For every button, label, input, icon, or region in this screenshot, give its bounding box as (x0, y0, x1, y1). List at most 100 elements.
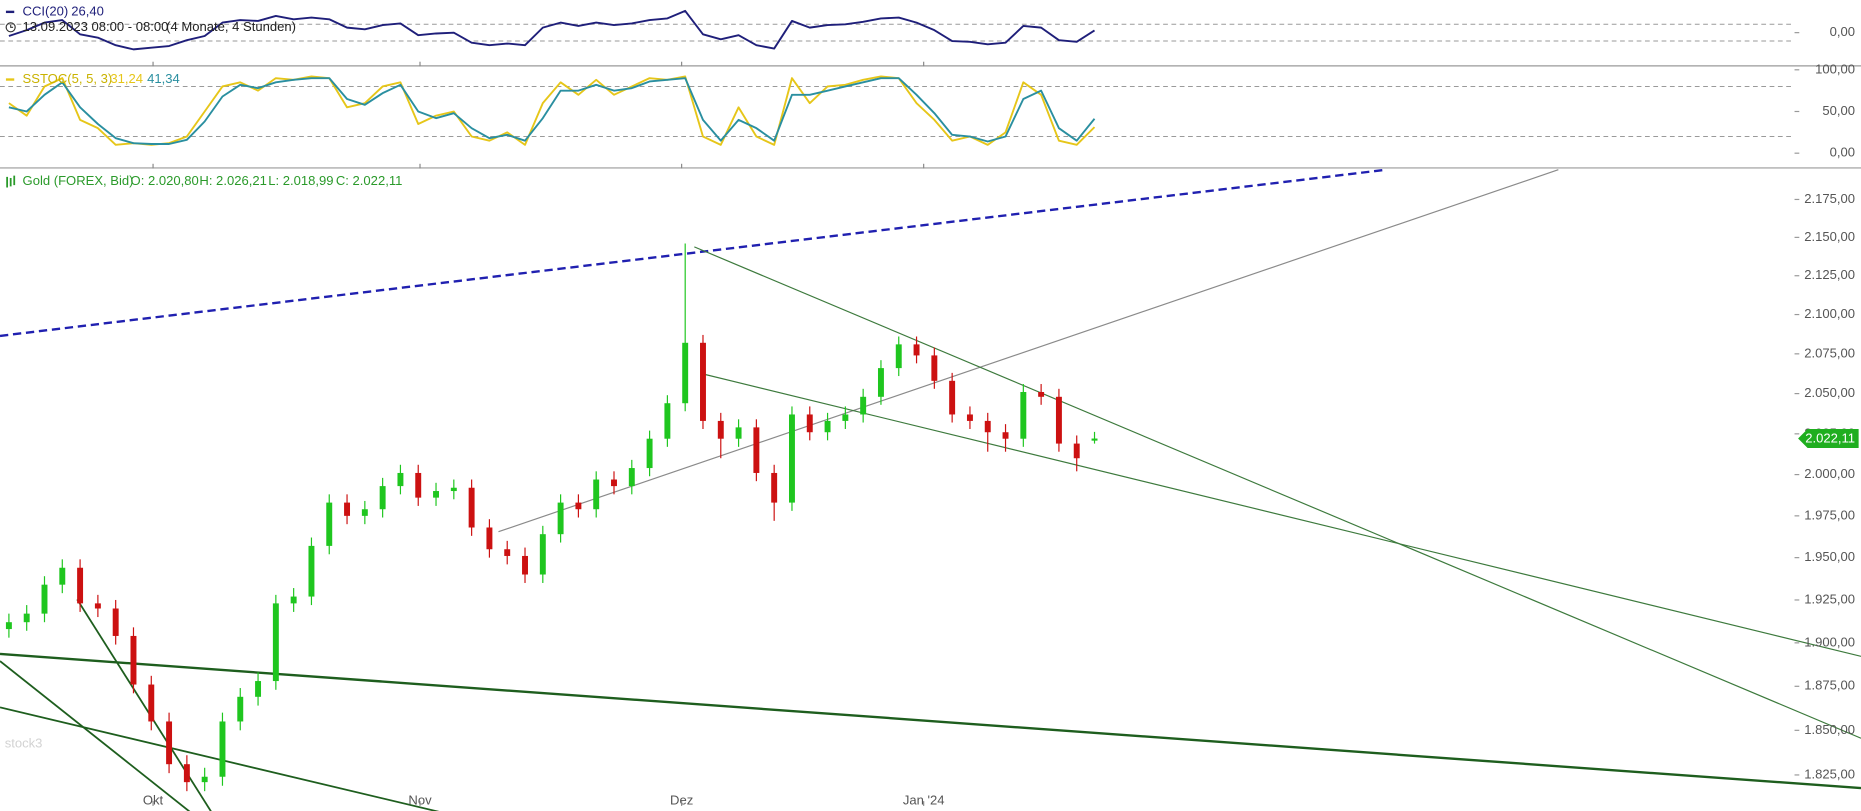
trend-line (0, 652, 1861, 790)
legend-label: SSTOC(5, 5, 3) (23, 71, 113, 86)
legend-value: 31,24 (110, 71, 143, 86)
y-tick-label: 1.975,00 (1804, 507, 1855, 522)
candle-body (877, 368, 884, 397)
price-tag (1798, 429, 1859, 449)
trend-line (0, 168, 1387, 338)
candle-body (183, 764, 190, 783)
candle-body (575, 502, 582, 510)
candle-body (1020, 392, 1027, 439)
y-tick-label: 2.175,00 (1804, 191, 1855, 206)
x-tick-label: Nov (408, 793, 432, 808)
y-tick-label: 1.875,00 (1804, 678, 1855, 693)
candle-body (1002, 432, 1009, 439)
ohlc-label: C: 2.022,11 (336, 173, 403, 188)
y-tick-label: 1.950,00 (1804, 549, 1855, 564)
candle-body (237, 696, 244, 722)
series-line (8, 9, 1096, 51)
candle-body (166, 721, 173, 765)
trend-line (702, 373, 1861, 657)
y-tick-label: 2.000,00 (1804, 466, 1855, 481)
x-tick-label: Dez (670, 793, 693, 808)
series-line (8, 77, 1096, 145)
candle-body (931, 355, 938, 381)
series-line (8, 75, 1096, 146)
legend-value: 41,34 (147, 71, 180, 86)
price-tag-label: 2.022,11 (1805, 431, 1855, 446)
y-tick-label: 1.925,00 (1804, 591, 1855, 606)
cursor-date: 13.09.2023 08:00 - 08:00 (23, 19, 169, 34)
x-tick-label: Okt (143, 793, 164, 808)
candle-body (700, 342, 706, 421)
ohlc-label: L: 2.018,99 (268, 173, 333, 188)
candle-body (468, 487, 475, 528)
candle-body (860, 396, 867, 415)
watermark: stock3 (5, 736, 43, 751)
candle-body (59, 567, 66, 585)
candle-body (539, 534, 546, 575)
candle-body (522, 555, 528, 575)
candle-body (361, 509, 368, 516)
candle-body (913, 344, 920, 356)
candle-body (842, 414, 849, 421)
candle-body (717, 420, 724, 439)
trend-line (76, 598, 212, 811)
y-tick-label: 1.825,00 (1804, 766, 1855, 781)
legend-label: Gold (FOREX, Bid) (23, 173, 134, 188)
y-tick-label: 1.900,00 (1804, 634, 1855, 649)
candle-body (664, 403, 671, 439)
candle-body (433, 491, 439, 498)
candle-body (895, 344, 902, 369)
candle-body (1073, 443, 1080, 459)
candle-body (272, 603, 279, 682)
candle-body (23, 613, 30, 623)
candle-body (735, 427, 742, 439)
candle-body (255, 681, 262, 697)
candle-body (1091, 438, 1098, 441)
candle-body (41, 584, 48, 614)
candle-body (646, 438, 653, 469)
y-tick-label: 2.150,00 (1804, 229, 1855, 244)
candle-body (682, 342, 689, 404)
candle-body (94, 603, 101, 609)
y-tick-label: 2.100,00 (1804, 306, 1855, 321)
candle-body (984, 420, 991, 433)
candle-body (5, 622, 12, 630)
candle-body (219, 721, 226, 777)
y-tick-label: 2.075,00 (1804, 345, 1855, 360)
candle-body (130, 635, 137, 685)
y-tick-label: 2.125,00 (1804, 267, 1855, 282)
y-tick-label: 0,00 (1830, 24, 1855, 39)
y-tick-label: 0,00 (1830, 145, 1855, 160)
candle-body (486, 527, 493, 550)
trend-line (694, 246, 1861, 739)
candle-body (379, 486, 386, 510)
candle-body (344, 502, 351, 516)
candle-body (593, 479, 600, 510)
candle-body (771, 472, 778, 503)
legend-value: 26,40 (71, 3, 104, 18)
ohlc-label: H: 2.026,21 (199, 173, 266, 188)
clock-icon (5, 22, 16, 33)
ohlc-label: O: 2.020,80 (131, 173, 199, 188)
candle-body (504, 549, 511, 556)
candle-body (1038, 392, 1045, 397)
trend-line (498, 169, 1559, 533)
candle-body (112, 608, 119, 636)
clock-icon (10, 24, 14, 28)
candle-body (397, 472, 404, 487)
y-tick-label: 2.050,00 (1804, 385, 1855, 400)
candle-body (753, 427, 760, 473)
candle-body (201, 776, 208, 783)
background-layer: stock3 (0, 23, 1793, 751)
candle-body (806, 414, 813, 433)
candle-body (949, 380, 956, 415)
candle-body (628, 468, 635, 487)
candle-body (1055, 396, 1062, 444)
candle-body (326, 502, 333, 546)
candle-body (148, 684, 155, 722)
candle-body (824, 420, 831, 433)
candle-body (789, 414, 795, 503)
trend-lines (0, 168, 1861, 811)
y-tick-label: 1.850,00 (1804, 722, 1855, 737)
